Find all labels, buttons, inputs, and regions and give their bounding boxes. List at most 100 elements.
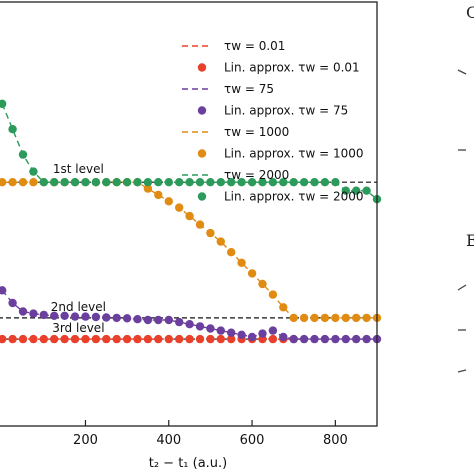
data-point-3-18 [185, 320, 194, 329]
legend: τw = 0.01 Lin. approx. τw = 0.01 τw = 75 Li… [182, 39, 363, 204]
data-point-7-15 [154, 178, 163, 187]
data-point-5-1 [8, 178, 17, 187]
data-point-3-24 [247, 332, 257, 342]
data-point-1-11 [112, 334, 121, 344]
data-point-3-28 [289, 334, 298, 344]
legend-label-2: τw = 75 [224, 82, 274, 96]
data-point-7-26 [268, 178, 278, 187]
data-point-3-33 [341, 334, 350, 344]
data-point-3-15 [154, 315, 163, 325]
legend-label-6: τw = 2000 [224, 168, 289, 182]
data-point-3-9 [91, 312, 101, 322]
data-point-3-27 [279, 332, 288, 342]
data-point-7-34 [352, 186, 361, 195]
x-tick-label-3: 800 [323, 433, 348, 448]
data-point-7-18 [185, 178, 194, 187]
level-label-2: 2nd level [51, 300, 106, 314]
data-point-5-24 [247, 269, 257, 278]
data-point-5-32 [331, 313, 340, 323]
data-point-7-16 [164, 178, 173, 187]
data-point-5-16 [164, 197, 173, 206]
data-point-7-8 [81, 178, 90, 187]
data-point-7-25 [258, 178, 267, 187]
data-point-1-20 [206, 334, 215, 344]
legend-label-5: Lin. approx. τw = 1000 [224, 147, 363, 161]
data-point-7-0 [0, 99, 7, 108]
data-point-1-22 [227, 334, 236, 344]
data-point-7-7 [70, 178, 80, 187]
x-axis-label: t₂ − t₁ (a.u.) [149, 456, 228, 471]
data-point-1-17 [175, 334, 184, 344]
data-point-3-20 [206, 324, 215, 333]
legend-label-1: Lin. approx. τw = 0.01 [224, 61, 360, 75]
data-point-7-32 [331, 178, 340, 187]
x-tick-label-1: 400 [156, 433, 181, 448]
data-point-1-10 [102, 334, 111, 344]
data-point-1-9 [91, 334, 101, 344]
data-point-1-2 [18, 334, 28, 344]
data-point-1-18 [185, 334, 194, 344]
legend-label-3: Lin. approx. τw = 75 [224, 104, 348, 118]
data-point-7-14 [143, 178, 153, 187]
data-point-7-11 [112, 178, 121, 187]
data-point-3-2 [18, 307, 28, 316]
data-point-5-17 [175, 203, 184, 212]
data-point-3-0 [0, 286, 7, 295]
data-point-3-19 [195, 322, 205, 331]
level-label-3: 3rd level [52, 321, 104, 335]
data-point-1-7 [70, 334, 80, 344]
data-point-3-34 [352, 334, 361, 344]
legend-swatch-3 [197, 106, 207, 115]
data-point-3-23 [237, 330, 246, 339]
data-point-7-9 [91, 178, 101, 187]
legend-label-0: τw = 0.01 [224, 39, 285, 53]
data-point-3-11 [112, 313, 121, 323]
data-point-5-20 [206, 228, 215, 238]
data-point-1-16 [164, 334, 173, 344]
data-point-5-23 [237, 258, 246, 267]
data-point-5-30 [310, 313, 319, 323]
x-tick-label-0: 200 [73, 433, 98, 448]
data-point-5-34 [352, 313, 361, 323]
data-point-7-4 [39, 178, 48, 187]
data-point-5-15 [154, 190, 163, 200]
data-point-5-21 [216, 237, 225, 246]
data-point-3-35 [362, 334, 371, 344]
data-point-5-14 [143, 184, 153, 193]
data-point-3-29 [299, 334, 309, 344]
data-point-7-19 [195, 178, 205, 187]
data-point-5-25 [258, 279, 267, 289]
data-point-1-5 [50, 334, 59, 344]
panel-fragment-2 [457, 284, 467, 291]
data-point-7-29 [299, 178, 309, 187]
data-point-5-2 [18, 178, 28, 187]
level-label-1: 1st level [53, 162, 104, 176]
data-point-7-24 [247, 178, 257, 187]
data-point-7-27 [279, 178, 288, 187]
data-point-5-22 [227, 248, 236, 257]
data-point-7-21 [216, 178, 225, 187]
data-point-1-19 [195, 334, 205, 344]
data-point-3-10 [102, 313, 111, 322]
data-point-3-3 [29, 309, 38, 318]
chart-marks [0, 99, 382, 344]
data-point-5-27 [279, 303, 288, 312]
data-point-7-6 [60, 178, 69, 187]
data-point-1-3 [29, 334, 38, 344]
data-point-1-26 [268, 334, 278, 344]
data-point-3-1 [8, 298, 17, 308]
data-point-5-26 [268, 290, 278, 299]
data-point-7-13 [133, 178, 142, 187]
data-point-1-8 [81, 334, 90, 344]
data-point-5-3 [29, 178, 38, 187]
data-point-7-31 [320, 178, 330, 187]
level-labels: 1st level 2nd level 3rd level [51, 162, 106, 335]
data-point-1-6 [60, 334, 69, 344]
data-point-5-0 [0, 178, 7, 187]
data-point-7-10 [102, 178, 111, 187]
data-point-5-33 [341, 313, 350, 323]
panel-letter-1: E [466, 231, 474, 250]
data-point-5-35 [362, 313, 371, 323]
data-point-7-17 [175, 178, 184, 187]
